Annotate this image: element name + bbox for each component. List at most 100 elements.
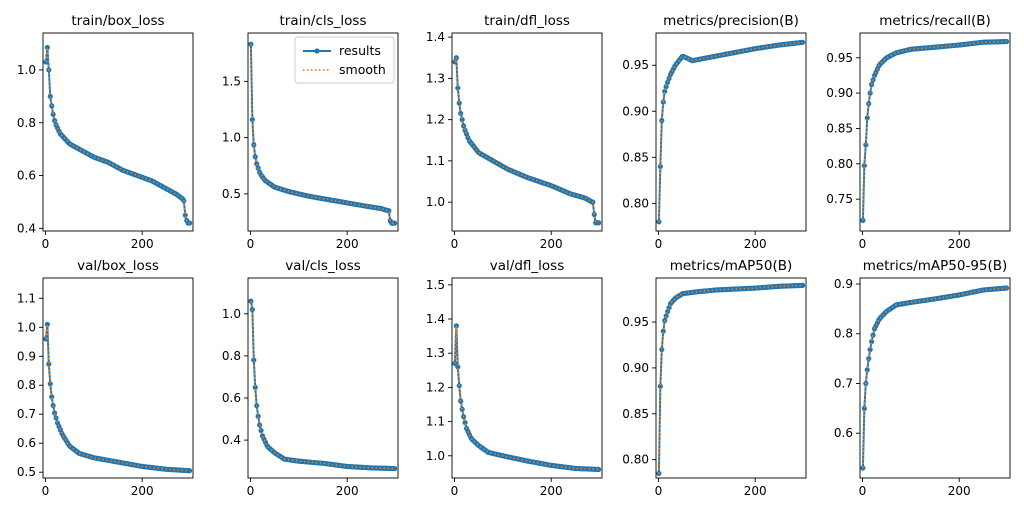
y-tick-label: 1.4: [426, 30, 445, 44]
results-point: [660, 99, 666, 105]
y-tick-label: 1.0: [222, 307, 241, 321]
y-tick-label: 1.1: [426, 415, 445, 429]
y-tick-label: 0.6: [834, 426, 853, 440]
y-tick-label: 0.8: [222, 349, 241, 363]
y-tick-label: 1.2: [426, 380, 445, 394]
legend-smooth-label: smooth: [339, 62, 386, 77]
results-point: [869, 338, 875, 345]
results-point: [864, 367, 870, 373]
chart-title: metrics/precision(B): [663, 13, 799, 29]
y-tick-label: 0.9: [834, 277, 853, 291]
results-point: [386, 208, 392, 214]
x-tick-label: 0: [42, 484, 50, 498]
smooth-line: [454, 57, 599, 224]
x-tick-label: 0: [859, 237, 867, 251]
y-tick-label: 0.80: [622, 196, 649, 210]
results-point: [663, 313, 669, 319]
plot-frame: [42, 277, 194, 479]
results-point: [251, 357, 257, 363]
chart-panel: train/dfl_loss 0 200 1.0 1.1 1.2 1.3 1.4: [426, 13, 603, 251]
chart-panel: train/cls_loss 0 200 0.5 1.0 1.5: [222, 13, 399, 251]
y-tick-label: 0.8: [834, 327, 853, 341]
y-tick-label: 0.5: [222, 187, 241, 201]
x-tick-label: 200: [131, 237, 154, 251]
y-tick-label: 1.3: [426, 71, 445, 85]
chart-panel: train/box_loss 0 200 0.4 0.6 0.8 1.0: [17, 13, 194, 251]
x-tick-label: 200: [131, 484, 154, 498]
y-tick-label: 1.0: [17, 320, 36, 334]
y-tick-label: 0.4: [222, 433, 241, 447]
legend-box: [294, 36, 395, 84]
results-point: [459, 117, 465, 123]
y-tick-label: 1.3: [426, 346, 445, 360]
results-point: [44, 44, 50, 51]
chart-panel: val/box_loss 0 200 0.5 0.6 0.7 0.8 0.9 1.0 1.1: [17, 258, 194, 498]
results-point: [44, 321, 50, 327]
chart-panel: val/cls_loss 0 200 0.4 0.6 0.8 1.0: [222, 258, 399, 498]
y-tick-label: 0.5: [17, 465, 36, 479]
smooth-line: [658, 284, 803, 474]
y-tick-label: 0.7: [17, 407, 36, 421]
results-point: [392, 465, 398, 472]
chart-panel: metrics/mAP50(B) 0 200 0.80 0.85 0.90 0.95: [622, 258, 807, 498]
y-tick-label: 1.0: [426, 195, 445, 209]
results-point: [452, 59, 458, 65]
x-tick-label: 0: [859, 484, 867, 498]
x-tick-label: 200: [744, 237, 767, 251]
y-tick-label: 0.80: [622, 453, 649, 467]
chart-panel: val/dfl_loss 0 200 1.0 1.1 1.2 1.3 1.4 1.5: [426, 258, 603, 498]
plot-frame: [247, 277, 399, 479]
x-tick-label: 200: [540, 237, 563, 251]
results-line: [861, 40, 1007, 221]
results-line: [657, 41, 803, 222]
results-point: [665, 308, 671, 315]
results-point: [52, 410, 58, 416]
y-tick-label: 0.9: [17, 349, 36, 363]
y-tick-label: 0.8: [17, 378, 36, 392]
results-point: [258, 427, 264, 434]
y-tick-label: 1.5: [222, 74, 241, 88]
results-point: [866, 356, 872, 362]
results-point: [49, 394, 55, 400]
y-tick-label: 0.85: [826, 121, 853, 135]
results-point: [867, 90, 873, 96]
results-point: [453, 323, 459, 329]
smooth-line: [45, 324, 190, 472]
plot-frame: [859, 32, 1011, 232]
results-point: [660, 328, 666, 334]
results-line: [453, 325, 599, 471]
chart-title: val/cls_loss: [285, 258, 361, 274]
y-tick-label: 0.85: [622, 150, 649, 164]
results-point: [657, 163, 663, 170]
y-tick-label: 0.85: [622, 407, 649, 421]
results-point: [392, 220, 398, 226]
y-tick-label: 0.95: [622, 58, 649, 72]
results-point: [861, 405, 867, 411]
smooth-line: [862, 287, 1007, 469]
results-point: [666, 305, 672, 311]
y-tick-label: 0.90: [622, 104, 649, 118]
chart-title: train/cls_loss: [279, 13, 366, 29]
x-tick-label: 0: [42, 237, 50, 251]
x-tick-label: 200: [948, 237, 971, 251]
x-tick-label: 200: [540, 484, 563, 498]
y-tick-label: 1.4: [426, 312, 445, 326]
results-point: [254, 161, 260, 167]
results-point: [663, 84, 669, 90]
x-tick-label: 0: [451, 237, 459, 251]
smooth-line: [658, 41, 803, 222]
plot-frame: [42, 32, 194, 232]
results-point: [455, 85, 461, 91]
y-tick-label: 1.1: [17, 291, 36, 305]
plot-frame: [655, 277, 807, 479]
y-tick-label: 1.5: [426, 278, 445, 292]
results-point: [657, 383, 663, 389]
y-tick-label: 1.1: [426, 154, 445, 168]
chart-title: train/dfl_loss: [484, 13, 570, 29]
y-tick-label: 0.80: [826, 157, 853, 171]
chart-title: metrics/mAP50(B): [670, 258, 793, 274]
results-point: [662, 88, 668, 94]
y-tick-label: 0.4: [17, 221, 36, 235]
results-point: [861, 162, 867, 169]
y-tick-label: 0.6: [222, 391, 241, 405]
